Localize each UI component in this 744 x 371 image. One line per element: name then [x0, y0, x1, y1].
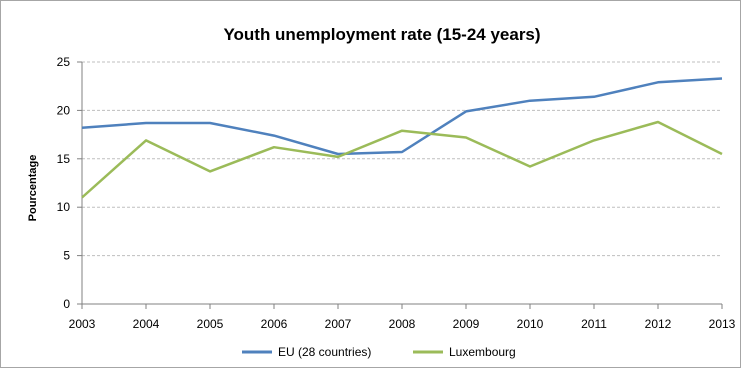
- series-lines: [81, 77, 723, 199]
- y-tick-label: 15: [57, 152, 71, 166]
- y-tick-label: 25: [57, 55, 71, 69]
- y-tick-label: 10: [57, 200, 71, 214]
- y-axis-label: Pourcentage: [27, 155, 39, 222]
- legend: EU (28 countries) Luxembourg: [242, 345, 516, 359]
- x-axis: 2003 2004 2005 2006 2007 2008 2009 2010 2011 2012…: [69, 303, 736, 331]
- y-tick-label: 5: [63, 249, 70, 263]
- x-tick-label: 2006: [261, 317, 288, 331]
- chart-title: Youth unemployment rate (15-24 years): [223, 25, 540, 44]
- x-tick-label: 2012: [645, 317, 672, 331]
- x-tick-label: 2005: [197, 317, 224, 331]
- series-line-luxembourg: [81, 120, 723, 199]
- x-tick-label: 2007: [325, 317, 352, 331]
- x-tick-label: 2004: [133, 317, 160, 331]
- x-tick-label: 2003: [69, 317, 96, 331]
- x-tick-label: 2009: [453, 317, 480, 331]
- legend-label-eu-28-countries: EU (28 countries): [278, 345, 371, 359]
- gridlines: [82, 61, 722, 257]
- y-axis-ticks: 0 5 10 15 20 25: [57, 55, 83, 311]
- series-line-eu-28-countries: [81, 77, 723, 156]
- x-tick-label: 2013: [709, 317, 736, 331]
- x-tick-label: 2011: [581, 317, 607, 331]
- x-tick-label: 2008: [389, 317, 416, 331]
- legend-label-luxembourg: Luxembourg: [449, 345, 516, 359]
- y-tick-label: 20: [57, 103, 71, 117]
- y-tick-label: 0: [63, 297, 70, 311]
- x-tick-label: 2010: [517, 317, 544, 331]
